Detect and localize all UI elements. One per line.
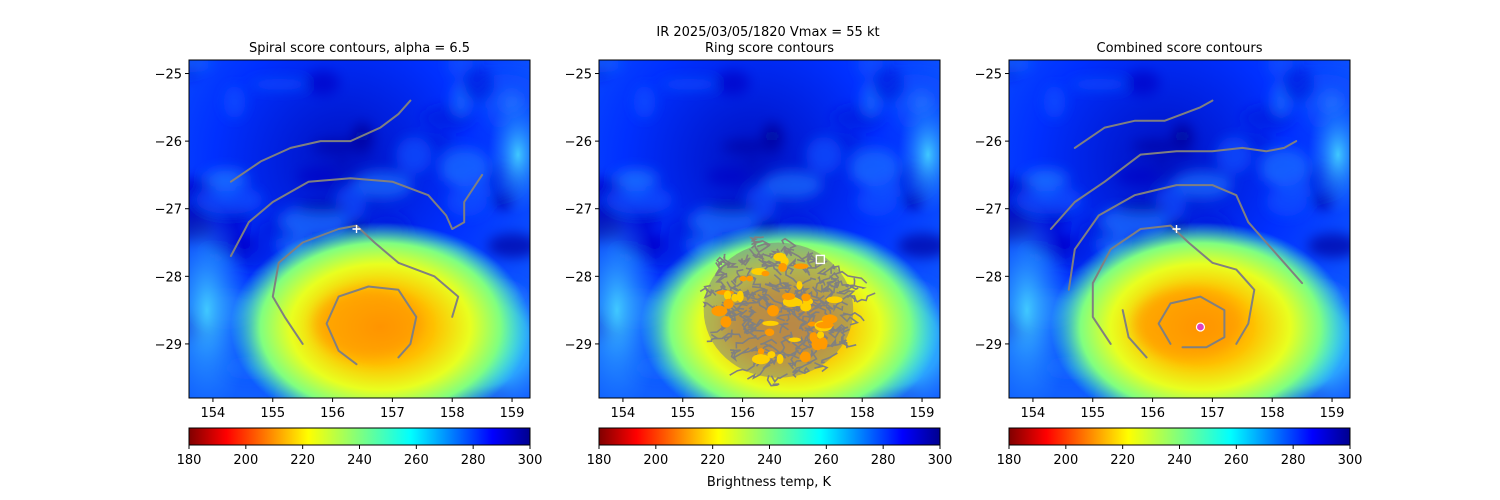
axes-frame [1008, 59, 1351, 399]
y-tick-label: −29 [155, 338, 182, 353]
panel-3: Combined score contours 154 155 156 157 158 15… [975, 41, 1363, 468]
contour-line-3 [1067, 184, 1304, 291]
x-tick-label: 155 [670, 406, 695, 421]
y-tick-label: −25 [975, 68, 1002, 83]
colorbar-tick-label: 220 [700, 453, 725, 468]
x-tick-label: 158 [1260, 406, 1285, 421]
x-tick-label: 159 [910, 406, 935, 421]
colorbar-tick-label: 180 [587, 453, 612, 468]
y-tick-label: −28 [155, 270, 182, 285]
x-tick-label: 154 [611, 406, 636, 421]
ir-heatmap [1009, 60, 1350, 398]
colorbar-tick-label: 300 [1338, 453, 1363, 468]
x-tick-label: 157 [380, 406, 405, 421]
x-tick-label: 155 [1080, 406, 1105, 421]
y-tick-label: −27 [155, 203, 182, 218]
y-tick-label: −26 [565, 135, 592, 150]
axes-frame [188, 59, 531, 399]
colorbar-tick-label: 260 [404, 453, 429, 468]
colorbar-gradient [188, 427, 531, 446]
y-tick-label: −26 [155, 135, 182, 150]
contour-line-1 [229, 99, 412, 183]
contour-line-5 [1121, 309, 1148, 359]
east-band [488, 94, 530, 215]
y-tick-label: −25 [565, 68, 592, 83]
x-tick-label: 155 [260, 406, 285, 421]
ir-heatmap [189, 60, 530, 398]
colorbar-gradient [598, 427, 941, 446]
x-tick-label: 156 [1140, 406, 1165, 421]
colorbar-tick-label: 280 [871, 453, 896, 468]
colorbar-tick-label: 300 [518, 453, 543, 468]
panel-title: Ring score contours [705, 41, 834, 56]
y-tick-label: −27 [565, 203, 592, 218]
x-tick-label: 159 [1320, 406, 1345, 421]
colorbar-tick-label: 240 [1167, 453, 1192, 468]
contour-line-1 [1073, 99, 1214, 149]
x-tick-label: 157 [790, 406, 815, 421]
suptitle: IR 2025/03/05/1820 Vmax = 55 kt [656, 25, 879, 40]
contour-line-2 [1049, 140, 1298, 230]
colorbar-tick-label: 220 [1110, 453, 1135, 468]
ring-contour-cluster [699, 236, 876, 387]
center-marker-square [815, 254, 826, 265]
y-tick-label: −25 [155, 68, 182, 83]
score-contours [229, 99, 484, 366]
colorbar-tick-label: 240 [757, 453, 782, 468]
center-marker-plus [352, 225, 361, 233]
score-contours [699, 236, 876, 387]
y-tick-label: −27 [975, 203, 1002, 218]
x-tick-label: 154 [201, 406, 226, 421]
x-tick-label: 154 [1021, 406, 1046, 421]
x-tick-label: 156 [730, 406, 755, 421]
y-tick-label: −28 [975, 270, 1002, 285]
colorbar-tick-label: 180 [177, 453, 202, 468]
colorbar-tick-label: 280 [461, 453, 486, 468]
colorbar-tick-label: 200 [233, 453, 258, 468]
colorbar: 180 200 220 240 260 280 300 [177, 427, 543, 468]
east-band [898, 94, 940, 215]
colorbar-tick-label: 260 [814, 453, 839, 468]
panel-title: Spiral score contours, alpha = 6.5 [249, 41, 470, 56]
y-tick-label: −29 [565, 338, 592, 353]
contour-line-4 [325, 285, 418, 366]
contour-line-2 [229, 173, 484, 257]
colorbar-tick-label: 200 [1053, 453, 1078, 468]
colorbar-label: Brightness temp, K [707, 475, 832, 490]
colorbar-tick-label: 220 [290, 453, 315, 468]
panel-title: Combined score contours [1097, 41, 1263, 56]
panel-1: Spiral score contours, alpha = 6.5 154 155… [155, 41, 543, 468]
x-tick-label: 158 [440, 406, 465, 421]
east-band [1308, 94, 1350, 215]
colorbar-tick-label: 260 [1224, 453, 1249, 468]
contour-line-4 [1091, 224, 1256, 345]
colorbar-tick-label: 180 [997, 453, 1022, 468]
colorbar-tick-label: 300 [928, 453, 953, 468]
center-marker-plus [1172, 225, 1181, 233]
y-tick-label: −29 [975, 338, 1002, 353]
panel-2: Ring score contours 154 155 156 157 158 159 −25… [565, 41, 953, 468]
colorbar-tick-label: 240 [347, 453, 372, 468]
colorbar: 180 200 220 240 260 280 300 [587, 427, 953, 468]
warm-core [313, 288, 424, 359]
x-tick-label: 158 [850, 406, 875, 421]
colorbar-tick-label: 200 [643, 453, 668, 468]
colorbar-gradient [1008, 427, 1351, 446]
score-contours [1049, 99, 1304, 359]
y-tick-label: −26 [975, 135, 1002, 150]
y-tick-label: −28 [565, 270, 592, 285]
colorbar-tick-label: 280 [1281, 453, 1306, 468]
combined-center-marker [1195, 322, 1206, 332]
x-tick-label: 157 [1200, 406, 1225, 421]
contour-line-6 [1157, 295, 1226, 349]
contour-line-3 [271, 224, 460, 345]
x-tick-label: 159 [500, 406, 525, 421]
axes-frame [598, 59, 941, 399]
colorbar: 180 200 220 240 260 280 300 [997, 427, 1363, 468]
x-tick-label: 156 [320, 406, 345, 421]
